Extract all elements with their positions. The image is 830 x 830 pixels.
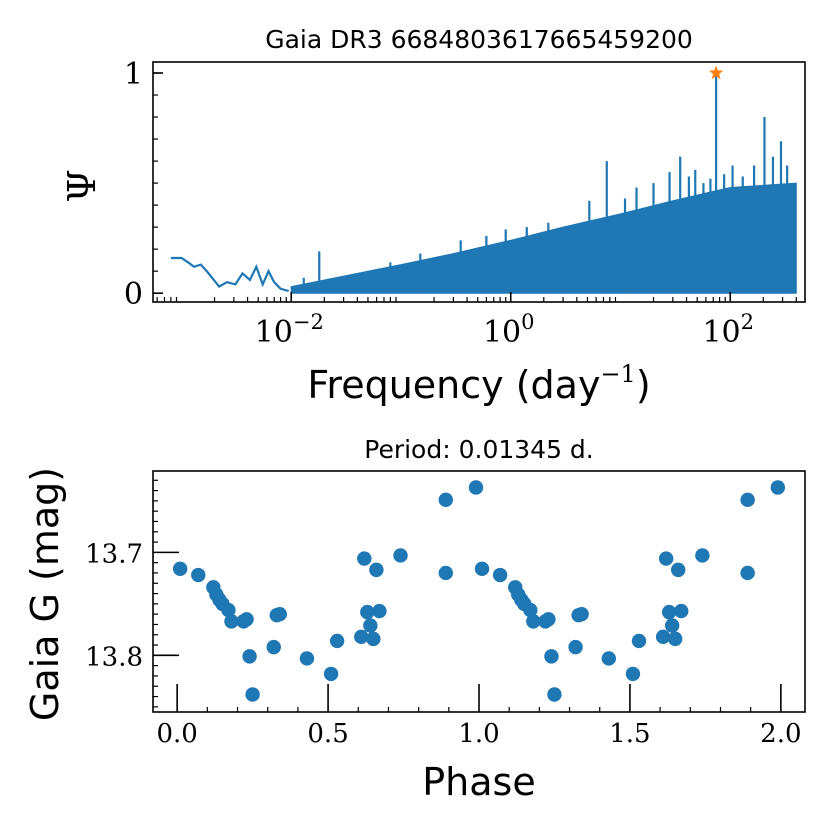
periodogram-y-tick-label: 0	[124, 277, 143, 312]
phase-point	[601, 651, 616, 666]
periodogram-x-tick-label: 100	[483, 310, 535, 350]
phase-point	[668, 631, 683, 647]
phase-point	[369, 562, 384, 578]
periodogram-xlabel: Frequency (day−1)	[307, 360, 650, 407]
phase-point	[372, 603, 387, 619]
phase-y-tick-label: 13.8	[85, 642, 143, 672]
phase-point	[523, 602, 538, 618]
phase-ylabel: Gaia G (mag)	[23, 467, 67, 721]
phase-point	[266, 639, 281, 655]
phase-data	[172, 480, 786, 702]
phase-point	[329, 633, 345, 649]
phase-panel: Period: 0.01345 d. 0.0 0.5 1.0 1.5 2.0 13.7 13…	[23, 435, 806, 804]
periodogram-ylabel: Ψ	[60, 169, 104, 202]
phase-point	[740, 492, 755, 508]
phase-point	[740, 565, 755, 581]
phase-point	[299, 651, 315, 666]
periodogram-ticks: 10−2 100 102 0 1	[124, 57, 797, 350]
phase-x-tick-label: 0.5	[307, 719, 348, 749]
phase-point	[674, 603, 689, 619]
phase-point	[224, 614, 239, 629]
phase-x-tick-label: 0.0	[156, 719, 197, 749]
phase-point	[541, 612, 556, 627]
phase-point	[625, 666, 641, 682]
phase-point	[474, 561, 490, 577]
periodogram-xlabel-exponent: −1	[600, 360, 635, 388]
periodogram-x-tick-label: 10−2	[255, 310, 324, 350]
phase-point	[492, 567, 508, 583]
phase-frame	[152, 470, 806, 713]
periodogram-data	[170, 65, 797, 294]
phase-point	[438, 565, 453, 581]
phase-x-tick-label: 2.0	[760, 719, 801, 749]
phase-point	[655, 629, 671, 645]
periodogram-band	[290, 182, 797, 294]
periodogram-title: Gaia DR3 6684803617665459200	[265, 25, 693, 54]
phase-point	[172, 561, 188, 577]
phase-point	[526, 614, 541, 629]
phase-point	[664, 618, 680, 633]
phase-y-tick-label: 13.7	[85, 539, 143, 569]
phase-point	[568, 639, 583, 655]
phase-point	[547, 687, 562, 702]
phase-x-tick-label: 1.0	[458, 719, 499, 749]
phase-point	[357, 551, 372, 566]
phase-x-tick-label: 1.5	[609, 719, 650, 749]
phase-point	[221, 602, 236, 618]
periodogram-y-tick-label: 1	[124, 57, 143, 92]
phase-point	[360, 604, 375, 620]
periodogram-xlabel-close: )	[636, 363, 651, 407]
phase-point	[354, 629, 369, 645]
phase-point	[631, 633, 647, 649]
phase-point	[245, 687, 260, 702]
phase-point	[323, 666, 339, 682]
periodogram-frame	[152, 61, 806, 303]
periodogram-line	[170, 256, 290, 293]
peak-star-marker	[709, 65, 724, 80]
phase-point	[671, 562, 686, 578]
phase-ticks: 0.0 0.5 1.0 1.5 2.0 13.7 13.8	[85, 479, 802, 749]
phase-point	[393, 548, 408, 563]
phase-point	[544, 649, 559, 664]
phase-title: Period: 0.01345 d.	[364, 435, 593, 464]
phase-point	[438, 492, 453, 508]
phase-point	[661, 604, 677, 620]
phase-point	[272, 606, 287, 622]
periodogram-x-tick-label: 102	[702, 310, 754, 350]
phase-point	[366, 631, 381, 647]
phase-point	[658, 551, 674, 566]
phase-point	[770, 480, 786, 495]
phase-point	[695, 548, 710, 563]
periodogram-xlabel-text: Frequency (day	[307, 363, 600, 407]
phase-point	[574, 606, 589, 622]
phase-point	[191, 567, 206, 583]
phase-xlabel: Phase	[422, 760, 535, 804]
phase-point	[468, 480, 484, 495]
periodogram-panel: Gaia DR3 6684803617665459200 10−2 100 102 0…	[60, 25, 806, 407]
phase-point	[363, 618, 378, 633]
phase-point	[242, 649, 257, 664]
phase-point	[239, 612, 254, 627]
